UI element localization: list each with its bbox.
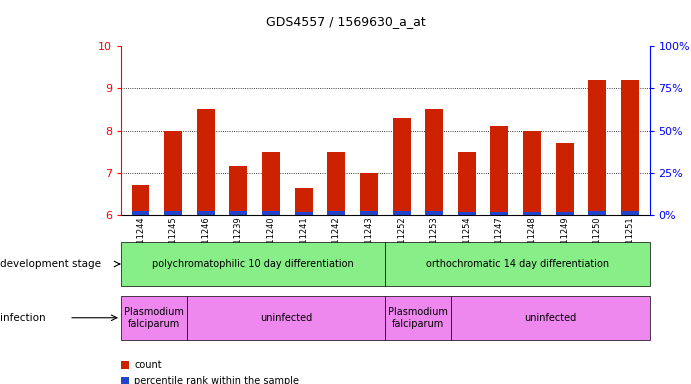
Bar	[491, 212, 509, 215]
Bar	[425, 109, 443, 215]
Bar	[621, 80, 639, 215]
Bar	[164, 131, 182, 215]
Text: orthochromatic 14 day differentiation: orthochromatic 14 day differentiation	[426, 259, 609, 269]
Text: GDS4557 / 1569630_a_at: GDS4557 / 1569630_a_at	[265, 15, 426, 28]
Text: percentile rank within the sample: percentile rank within the sample	[134, 376, 299, 384]
Bar	[197, 109, 215, 215]
Bar	[392, 118, 410, 215]
Bar	[556, 212, 574, 215]
Bar	[360, 173, 378, 215]
Text: infection: infection	[0, 313, 46, 323]
Text: development stage: development stage	[0, 259, 101, 269]
Bar	[556, 143, 574, 215]
Bar	[197, 211, 215, 215]
Bar	[588, 211, 606, 215]
Bar	[131, 185, 149, 215]
Bar	[458, 212, 476, 215]
Text: Plasmodium
falciparum: Plasmodium falciparum	[388, 307, 448, 329]
Bar	[229, 211, 247, 215]
Bar	[262, 211, 280, 215]
Bar	[523, 212, 541, 215]
Bar	[588, 80, 606, 215]
Bar	[294, 212, 312, 215]
Bar	[523, 131, 541, 215]
Text: uninfected: uninfected	[524, 313, 576, 323]
Bar	[425, 211, 443, 215]
Bar	[491, 126, 509, 215]
Text: uninfected: uninfected	[260, 313, 312, 323]
Bar	[262, 152, 280, 215]
Bar	[164, 211, 182, 215]
Bar	[328, 211, 346, 215]
Bar	[294, 187, 312, 215]
Bar	[229, 167, 247, 215]
Bar	[360, 211, 378, 215]
Text: polychromatophilic 10 day differentiation: polychromatophilic 10 day differentiatio…	[152, 259, 354, 269]
Bar	[328, 152, 346, 215]
Bar	[458, 152, 476, 215]
Bar	[131, 211, 149, 215]
Bar	[621, 211, 639, 215]
Text: count: count	[134, 360, 162, 370]
Bar	[392, 211, 410, 215]
Text: Plasmodium
falciparum: Plasmodium falciparum	[124, 307, 184, 329]
